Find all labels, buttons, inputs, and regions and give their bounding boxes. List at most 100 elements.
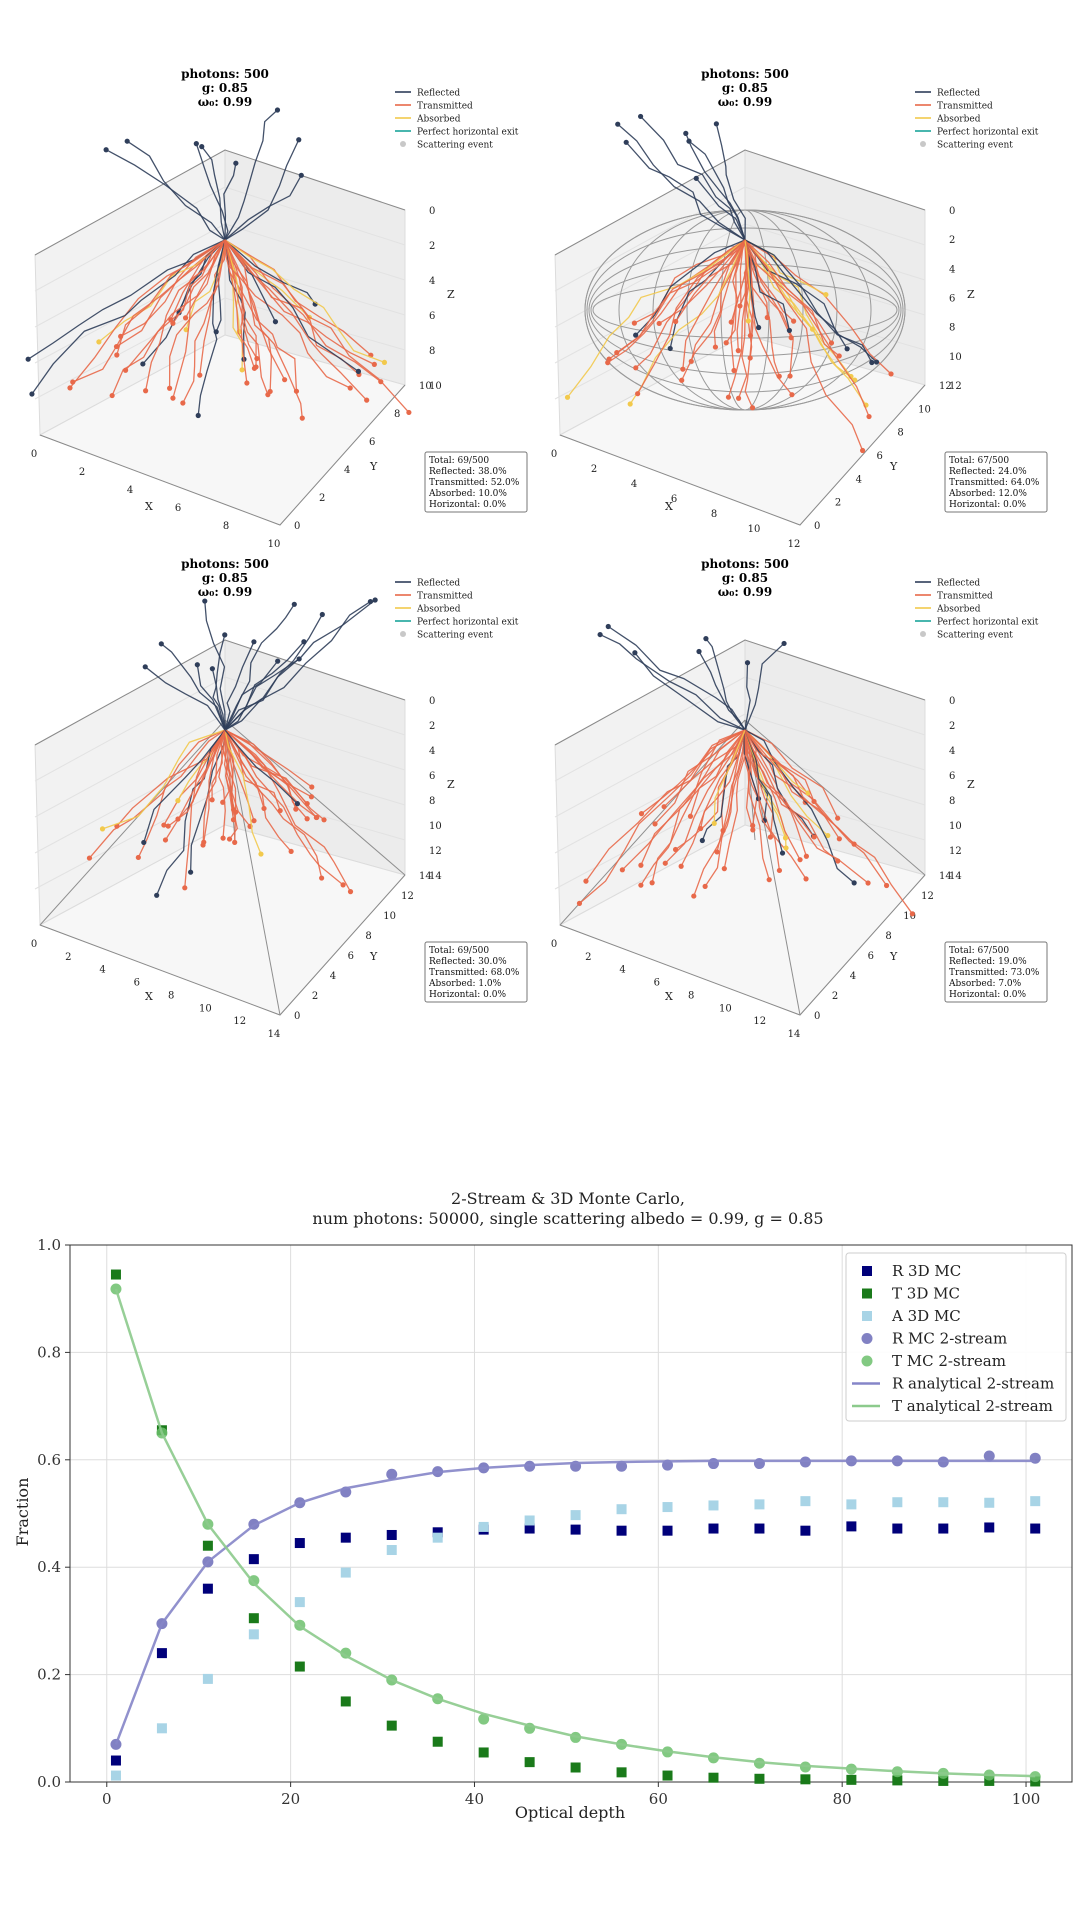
legend-label: Perfect horizontal exit [417, 128, 519, 138]
cube-top-edge [34, 149, 406, 256]
photon-exit-point [372, 597, 378, 603]
series-r-analytical-2-stream [114, 1459, 1036, 1745]
legend-label: Absorbed [416, 115, 461, 125]
z-tick-label: 12 [949, 846, 962, 857]
photon-path [224, 729, 235, 820]
photon-exit-point [202, 598, 208, 604]
x-tick-label: 2 [79, 467, 85, 478]
photon-exit-point [615, 121, 621, 127]
z-tick-label: 12 [429, 846, 442, 857]
photon-exit-point [673, 318, 679, 325]
y-tick-label: 2 [319, 493, 325, 504]
photon-path [744, 239, 754, 409]
monte-carlo-comparison-chart: 2-Stream & 3D Monte Carlo, num photons: … [13, 1189, 1073, 1822]
photon-exit-point [258, 851, 264, 857]
x-tick-label: 80 [833, 1790, 852, 1808]
photon-exit-point [182, 315, 189, 321]
photon-exit-point [691, 893, 697, 899]
photon-exit-point [564, 394, 571, 400]
photon-path [744, 729, 815, 837]
photon-path [126, 140, 226, 241]
data-point [478, 1747, 489, 1758]
photon-exit-point [731, 367, 737, 374]
photon-exit-point [883, 882, 890, 889]
photon-exit-point [296, 137, 302, 143]
photon-exit-point [251, 639, 257, 645]
photon-exit-point [679, 377, 685, 383]
photon-exit-point [109, 392, 115, 399]
photon-exit-point [693, 175, 699, 181]
data-point [708, 1500, 719, 1511]
x-tick-label: 8 [168, 990, 174, 1001]
photon-exit-point [294, 801, 301, 807]
x-tick-label: 10 [748, 524, 761, 535]
z-tick-label: 8 [429, 796, 435, 807]
x-tick-label: 8 [223, 521, 229, 532]
photon-path [744, 729, 781, 871]
photon-exit-point [728, 319, 734, 325]
y-tick-label: 0 [294, 1011, 300, 1022]
stats-line: Horizontal: 0.0% [949, 990, 1026, 1000]
z-tick-label: 10 [949, 352, 962, 363]
y-tick-label: 0 [294, 521, 300, 532]
data-point [938, 1775, 949, 1786]
photon-exit-point [873, 359, 880, 365]
photon-exit-point [244, 380, 250, 386]
grid-line [34, 223, 226, 328]
photon-path [224, 239, 286, 380]
photon-exit-point [811, 834, 817, 840]
photon-path [224, 729, 313, 788]
chart-xlabel: Optical depth [515, 1803, 625, 1822]
grid-line [224, 186, 406, 246]
photon-path [664, 729, 746, 864]
photon-exit-point [619, 867, 625, 873]
stats-line: Transmitted: 73.0% [949, 968, 1040, 978]
z-axis-label: Z [967, 778, 975, 791]
photon-exit-point [635, 391, 641, 397]
data-point [524, 1523, 535, 1534]
legend-label: Perfect horizontal exit [937, 618, 1039, 628]
x-tick-label: 0 [31, 449, 37, 460]
x-axis-label: X [665, 500, 673, 513]
photon-path [704, 729, 746, 887]
photon-path [744, 729, 808, 857]
legend-label: R analytical 2-stream [892, 1375, 1054, 1393]
photon-exit-point [576, 900, 583, 906]
photon-exit-point [175, 798, 181, 804]
photon-exit-point [614, 350, 620, 356]
y-tick-label: 4 [856, 474, 862, 485]
legend-label: Reflected [937, 579, 980, 589]
photon-path [160, 643, 226, 731]
panel-title-line: ω₀: 0.99 [198, 585, 253, 599]
photon-path [640, 115, 746, 241]
photon-path [635, 239, 746, 369]
photon-path [182, 239, 226, 404]
photon-exit-point [725, 394, 732, 400]
stats-line: Absorbed: 10.0% [428, 489, 507, 499]
panel-title-line: g: 0.85 [722, 81, 768, 95]
photon-path [744, 662, 751, 731]
y-axis-label: Y [889, 460, 898, 473]
photon-path [172, 239, 226, 399]
data-point [340, 1567, 351, 1578]
photon-path [98, 239, 226, 343]
photon-path [211, 729, 226, 800]
photon-exit-point [723, 340, 729, 346]
photon-exit-point [308, 794, 315, 800]
photon-exit-point [222, 632, 228, 638]
z-tick-label: 0 [949, 206, 955, 217]
photon-exit-point [776, 867, 783, 874]
data-point [478, 1521, 489, 1532]
data-point [248, 1613, 259, 1624]
y-tick-label: 4 [344, 465, 350, 476]
y-tick-label: 8 [394, 409, 400, 420]
photon-path [693, 729, 746, 897]
panel-title-line: ω₀: 0.99 [718, 95, 773, 109]
data-point [708, 1772, 719, 1783]
legend-label: Scattering event [937, 141, 1013, 151]
plot-frame [69, 1244, 1073, 1783]
photon-exit-point [844, 346, 850, 352]
photon-path [224, 239, 385, 363]
photon-path [744, 729, 815, 838]
